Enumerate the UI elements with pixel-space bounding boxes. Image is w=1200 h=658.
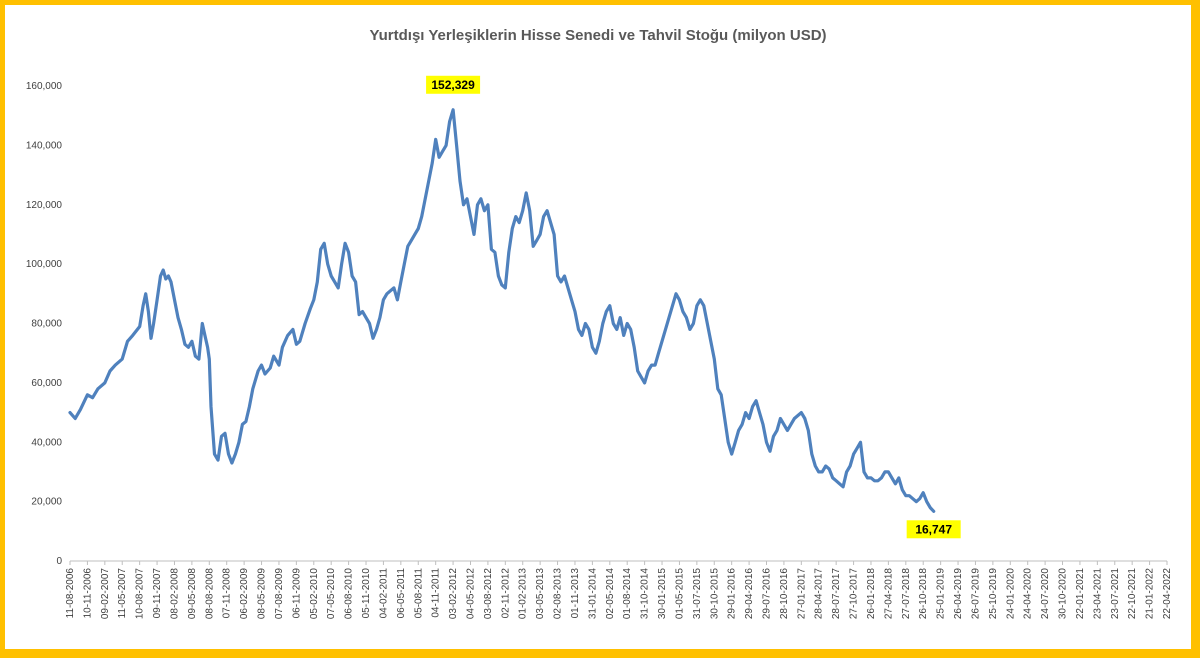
x-tick-label: 06-02-2009	[239, 568, 250, 620]
x-tick-label: 10-08-2007	[135, 568, 146, 620]
x-tick-label: 30-10-2015	[709, 568, 720, 620]
x-tick-label: 11-08-2006	[65, 568, 76, 619]
y-tick-label: 20,000	[31, 497, 62, 508]
x-tick-label: 27-01-2017	[796, 568, 807, 620]
annotation-highlight	[906, 520, 961, 539]
x-tick-label: 08-08-2008	[204, 568, 215, 620]
x-tick-label: 21-01-2022	[1145, 568, 1156, 620]
x-tick-label: 26-04-2019	[953, 568, 964, 620]
x-tick-label: 05-02-2010	[309, 568, 320, 620]
x-tick-label: 01-08-2014	[622, 568, 633, 620]
x-tick-label: 07-11-2008	[222, 568, 233, 619]
x-tick-label: 08-05-2009	[257, 568, 268, 620]
y-tick-label: 160,000	[26, 81, 63, 92]
x-tick-label: 30-10-2020	[1058, 568, 1069, 620]
x-tick-label: 01-02-2013	[518, 568, 529, 620]
x-tick-label: 28-07-2017	[831, 568, 842, 620]
x-tick-label: 30-01-2015	[657, 568, 668, 620]
x-tick-label: 02-11-2012	[500, 568, 511, 619]
x-tick-label: 28-04-2017	[814, 568, 825, 620]
annotations: 152,329 16,747	[426, 75, 961, 539]
x-tick-label: 27-10-2017	[849, 568, 860, 620]
x-tick-label: 31-10-2014	[640, 568, 651, 620]
chart-frame: Yurtdışı Yerleşiklerin Hisse Senedi ve T…	[5, 5, 1191, 649]
x-tick-label: 24-01-2020	[1005, 568, 1016, 620]
x-tick-label: 27-04-2018	[883, 568, 894, 620]
x-tick-label: 27-07-2018	[901, 568, 912, 620]
x-tick-label: 03-02-2012	[448, 568, 459, 620]
x-tick-label: 22-04-2022	[1162, 568, 1173, 620]
x-tick-label: 25-01-2019	[936, 568, 947, 620]
y-tick-label: 40,000	[31, 437, 62, 448]
x-tick-label: 06-08-2010	[344, 568, 355, 620]
x-tick-label: 24-04-2020	[1023, 568, 1034, 620]
x-tick-label: 26-01-2018	[866, 568, 877, 620]
y-tick-label: 140,000	[26, 140, 63, 151]
x-tick-label: 02-08-2013	[553, 568, 564, 620]
chart-title: Yurtdışı Yerleşiklerin Hisse Senedi ve T…	[369, 27, 827, 44]
y-tick-label: 60,000	[31, 378, 62, 389]
x-tick-label: 10-11-2006	[82, 568, 93, 619]
x-tick-label: 06-11-2009	[291, 568, 302, 619]
x-tick-label: 06-05-2011	[396, 568, 407, 619]
y-tick-label: 100,000	[26, 259, 63, 270]
annotation-label: 152,329	[431, 78, 475, 92]
x-tick-label: 07-08-2009	[274, 568, 285, 620]
x-tick-label: 29-01-2016	[727, 568, 738, 620]
annotation-highlight	[426, 75, 481, 94]
x-tick-label: 04-02-2011	[378, 568, 389, 619]
x-tick-label: 09-05-2008	[187, 568, 198, 620]
x-tick-label: 28-10-2016	[779, 568, 790, 620]
x-tick-label: 07-05-2010	[326, 568, 337, 620]
x-tick-label: 03-05-2013	[535, 568, 546, 620]
x-tick-label: 26-10-2018	[918, 568, 929, 620]
x-tick-label: 25-10-2019	[988, 568, 999, 620]
x-tick-label: 09-11-2007	[152, 568, 163, 619]
annotation-label: 16,747	[915, 522, 952, 536]
series-line	[68, 108, 936, 513]
x-tick-label: 04-05-2012	[465, 568, 476, 620]
x-tick-label: 08-02-2008	[169, 568, 180, 620]
x-tick-label: 26-07-2019	[970, 568, 981, 620]
x-tick-label: 23-04-2021	[1092, 568, 1103, 620]
x-tick-label: 11-05-2007	[117, 568, 128, 619]
x-tick-label: 01-11-2013	[570, 568, 581, 619]
x-tick-label: 02-05-2014	[605, 568, 616, 620]
line-chart: 0 20,000 40,000 60,000 80,000 100,000 120,000 1…	[26, 75, 1173, 620]
x-tick-label: 04-11-2011	[431, 568, 442, 618]
x-tick-label: 05-11-2010	[361, 568, 372, 619]
x-tick-label: 09-02-2007	[100, 568, 111, 620]
x-tick-label: 22-01-2021	[1075, 568, 1086, 620]
x-tick-label: 05-08-2011	[413, 568, 424, 619]
y-axis: 0 20,000 40,000 60,000 80,000 100,000 120,000 1…	[26, 81, 63, 567]
y-tick-label: 80,000	[31, 319, 62, 330]
x-tick-label: 01-05-2015	[674, 568, 685, 620]
y-tick-label: 120,000	[26, 200, 63, 211]
x-tick-label: 29-04-2016	[744, 568, 755, 620]
x-tick-label: 23-07-2021	[1110, 568, 1121, 620]
y-tick-label: 0	[56, 556, 62, 567]
x-tick-label: 03-08-2012	[483, 568, 494, 620]
x-axis: 11-08-2006 10-11-2006 09-02-2007 11-05-2007…	[65, 560, 1173, 620]
x-tick-label: 29-07-2016	[762, 568, 773, 620]
x-tick-label: 22-10-2021	[1127, 568, 1138, 620]
x-tick-label: 31-07-2015	[692, 568, 703, 620]
x-tick-label: 31-01-2014	[587, 568, 598, 620]
x-tick-label: 24-07-2020	[1040, 568, 1051, 620]
plot-area	[68, 108, 936, 513]
